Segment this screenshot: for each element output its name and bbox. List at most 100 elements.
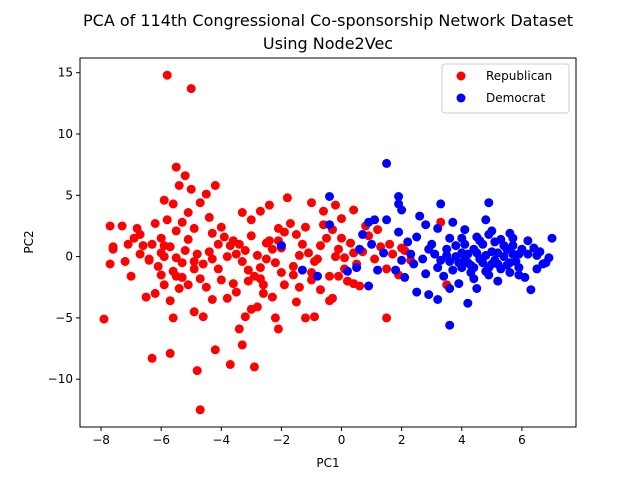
point-republican — [210, 345, 220, 355]
point-democrat — [364, 281, 374, 291]
point-republican — [216, 222, 226, 232]
point-republican — [147, 353, 157, 363]
point-republican — [162, 70, 172, 80]
point-republican — [171, 253, 181, 263]
point-republican — [279, 280, 289, 290]
point-democrat — [448, 217, 458, 227]
point-democrat — [436, 255, 446, 265]
point-democrat — [472, 284, 482, 293]
point-republican — [141, 292, 151, 302]
point-democrat — [373, 265, 383, 275]
point-democrat — [508, 233, 518, 243]
point-republican — [138, 241, 148, 251]
point-republican — [186, 84, 196, 94]
point-republican — [189, 223, 199, 233]
point-republican — [310, 312, 319, 322]
point-republican — [192, 366, 202, 376]
x-axis-label: PC1 — [316, 456, 339, 470]
point-republican — [328, 293, 337, 303]
point-republican — [282, 193, 292, 203]
point-republican — [189, 257, 199, 266]
point-democrat — [325, 192, 334, 201]
point-republican — [165, 348, 175, 358]
point-republican — [240, 312, 250, 322]
point-democrat — [547, 233, 557, 243]
point-republican — [156, 248, 166, 258]
point-republican — [174, 284, 184, 293]
point-republican — [207, 228, 217, 238]
point-republican — [195, 405, 205, 415]
point-democrat — [430, 249, 440, 259]
legend-label-democrat: Democrat — [486, 91, 546, 105]
point-republican — [129, 233, 139, 243]
point-republican — [162, 215, 172, 225]
point-republican — [156, 233, 166, 243]
point-democrat — [382, 158, 392, 168]
point-democrat — [484, 270, 494, 280]
point-republican — [340, 253, 349, 263]
point-democrat — [424, 244, 434, 254]
point-republican — [222, 293, 232, 303]
point-democrat — [397, 255, 407, 265]
y-tick-label: 5 — [65, 188, 73, 202]
point-democrat — [532, 250, 542, 260]
point-republican — [331, 252, 340, 262]
point-republican — [126, 271, 136, 281]
point-democrat — [433, 295, 443, 304]
point-republican — [301, 222, 310, 232]
point-republican — [195, 198, 205, 208]
point-republican — [213, 264, 223, 274]
point-democrat — [490, 237, 500, 247]
point-republican — [231, 249, 241, 259]
point-republican — [252, 250, 262, 260]
point-republican — [240, 246, 250, 255]
points-layer — [99, 70, 557, 415]
point-democrat — [475, 236, 485, 246]
x-tick-label: −8 — [92, 433, 110, 447]
point-democrat — [442, 250, 452, 260]
point-republican — [313, 254, 322, 264]
point-democrat — [439, 271, 449, 281]
point-democrat — [436, 199, 446, 209]
point-democrat — [508, 249, 518, 259]
point-republican — [285, 219, 295, 228]
point-democrat — [445, 233, 455, 243]
point-democrat — [463, 258, 473, 268]
point-republican — [204, 247, 214, 257]
point-republican — [186, 184, 196, 194]
point-republican — [255, 206, 265, 216]
point-republican — [252, 302, 262, 312]
legend: Republican Democrat — [441, 63, 570, 114]
point-republican — [337, 233, 346, 243]
point-democrat — [454, 279, 464, 289]
point-democrat — [379, 248, 389, 258]
point-republican — [307, 198, 316, 208]
point-republican — [288, 270, 298, 280]
point-republican — [198, 259, 208, 269]
y-axis-label: PC2 — [22, 230, 36, 253]
point-republican — [156, 270, 166, 280]
point-democrat — [445, 284, 455, 293]
point-republican — [316, 241, 325, 251]
point-democrat — [472, 248, 482, 258]
point-republican — [343, 276, 352, 286]
point-republican — [267, 292, 277, 302]
point-republican — [273, 223, 283, 233]
y-tick-label: 15 — [58, 66, 73, 80]
point-democrat — [457, 248, 467, 258]
chart-title-line-2: Using Node2Vec — [262, 34, 394, 53]
point-republican — [225, 360, 235, 369]
point-republican — [304, 248, 313, 258]
point-democrat — [514, 263, 524, 273]
point-republican — [219, 232, 229, 242]
point-republican — [123, 239, 133, 249]
y-tick-label: −10 — [48, 372, 73, 386]
x-tick-label: −4 — [212, 433, 230, 447]
point-republican — [270, 313, 280, 323]
x-tick-label: 0 — [338, 433, 346, 447]
point-republican — [189, 307, 199, 317]
y-tick-label: 0 — [65, 250, 73, 264]
x-tick-label: −2 — [273, 433, 291, 447]
